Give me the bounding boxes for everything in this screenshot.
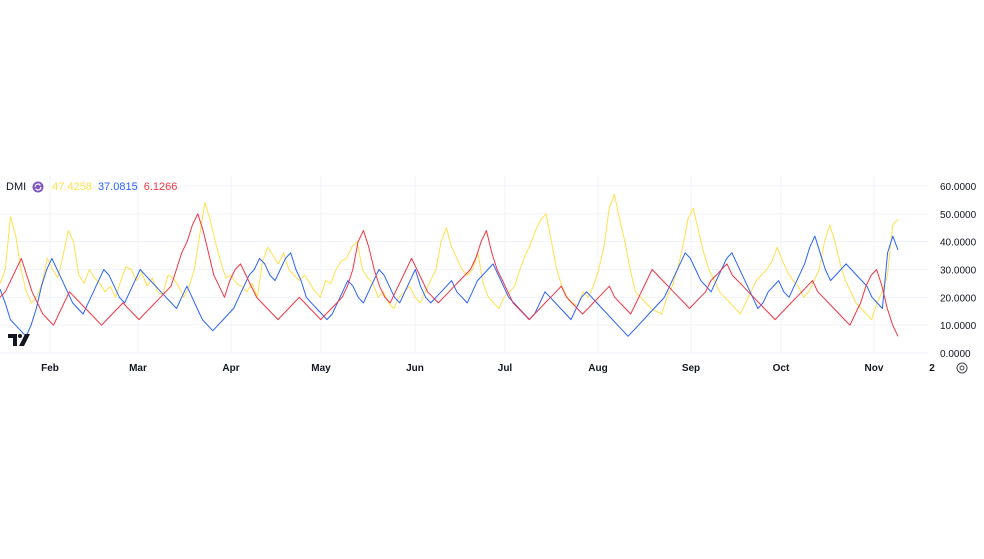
series-layer: [0, 193, 899, 337]
x-tick-label: Nov: [865, 363, 884, 374]
x-tick-label: Feb: [41, 363, 59, 374]
x-tick-label: Sep: [682, 363, 700, 374]
indicator-legend: DMI 47.4258 37.0815 6.1266: [6, 180, 183, 194]
y-tick-label: 0.0000: [940, 349, 971, 360]
y-tick-label: 10.0000: [940, 321, 977, 332]
y-tick-label: 60.0000: [940, 182, 977, 193]
tradingview-logo-icon[interactable]: [8, 334, 30, 346]
grid-layer: [0, 176, 928, 354]
refresh-icon[interactable]: [32, 181, 44, 193]
settings-icon[interactable]: [956, 362, 968, 374]
y-tick-label: 50.0000: [940, 210, 977, 221]
value-adx: 47.4258: [52, 181, 92, 193]
x-tick-label: 2: [929, 363, 935, 374]
x-tick-label: May: [311, 363, 331, 374]
y-axis: 60.0000 50.0000 40.0000 30.0000 20.0000 10.00…: [940, 182, 977, 360]
series-line-0: [0, 193, 899, 321]
x-tick-label: Jul: [498, 363, 513, 374]
y-tick-label: 20.0000: [940, 293, 977, 304]
x-tick-label: Jun: [406, 363, 424, 374]
y-tick-label: 40.0000: [940, 238, 977, 249]
x-tick-label: Apr: [222, 363, 239, 374]
indicator-name[interactable]: DMI: [6, 181, 27, 193]
x-tick-label: Aug: [588, 363, 607, 374]
x-axis: Feb Mar Apr May Jun Jul Aug Sep Oct Nov 2: [41, 363, 935, 374]
y-tick-label: 30.0000: [940, 266, 977, 277]
series-line-2: [0, 213, 899, 337]
value-minus-di: 6.1266: [143, 181, 178, 193]
x-tick-label: Mar: [129, 363, 147, 374]
x-tick-label: Oct: [773, 363, 790, 374]
series-line-1: [0, 235, 899, 337]
value-plus-di: 37.0815: [97, 181, 138, 193]
